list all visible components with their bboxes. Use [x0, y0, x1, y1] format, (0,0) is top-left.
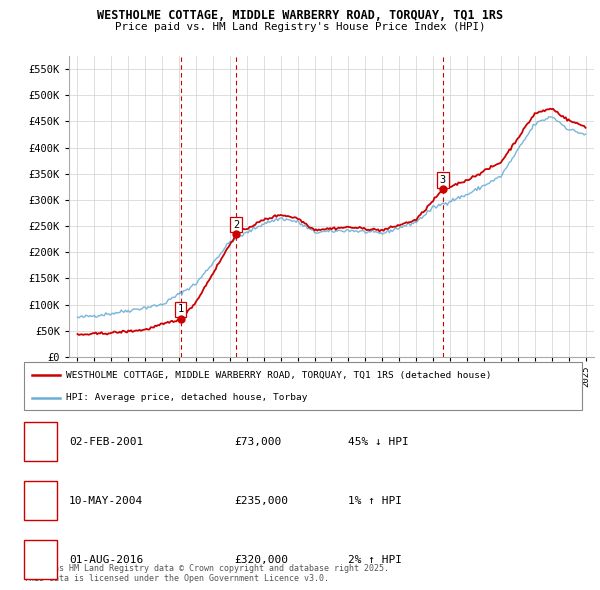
Text: HPI: Average price, detached house, Torbay: HPI: Average price, detached house, Torb… — [66, 394, 307, 402]
Text: 1% ↑ HPI: 1% ↑ HPI — [348, 496, 402, 506]
Text: £73,000: £73,000 — [234, 437, 281, 447]
Text: 1: 1 — [178, 304, 184, 314]
Text: 2: 2 — [233, 219, 239, 230]
Text: 1: 1 — [37, 437, 44, 447]
Text: £235,000: £235,000 — [234, 496, 288, 506]
Text: Contains HM Land Registry data © Crown copyright and database right 2025.
This d: Contains HM Land Registry data © Crown c… — [24, 563, 389, 583]
Text: 3: 3 — [37, 555, 44, 565]
Text: 02-FEB-2001: 02-FEB-2001 — [69, 437, 143, 447]
Text: WESTHOLME COTTAGE, MIDDLE WARBERRY ROAD, TORQUAY, TQ1 1RS (detached house): WESTHOLME COTTAGE, MIDDLE WARBERRY ROAD,… — [66, 371, 491, 380]
Text: Price paid vs. HM Land Registry's House Price Index (HPI): Price paid vs. HM Land Registry's House … — [115, 22, 485, 32]
Text: 3: 3 — [440, 175, 446, 185]
Text: £320,000: £320,000 — [234, 555, 288, 565]
Text: WESTHOLME COTTAGE, MIDDLE WARBERRY ROAD, TORQUAY, TQ1 1RS: WESTHOLME COTTAGE, MIDDLE WARBERRY ROAD,… — [97, 9, 503, 22]
Text: 45% ↓ HPI: 45% ↓ HPI — [348, 437, 409, 447]
Text: 01-AUG-2016: 01-AUG-2016 — [69, 555, 143, 565]
Text: 2: 2 — [37, 496, 44, 506]
Text: 2% ↑ HPI: 2% ↑ HPI — [348, 555, 402, 565]
Text: 10-MAY-2004: 10-MAY-2004 — [69, 496, 143, 506]
